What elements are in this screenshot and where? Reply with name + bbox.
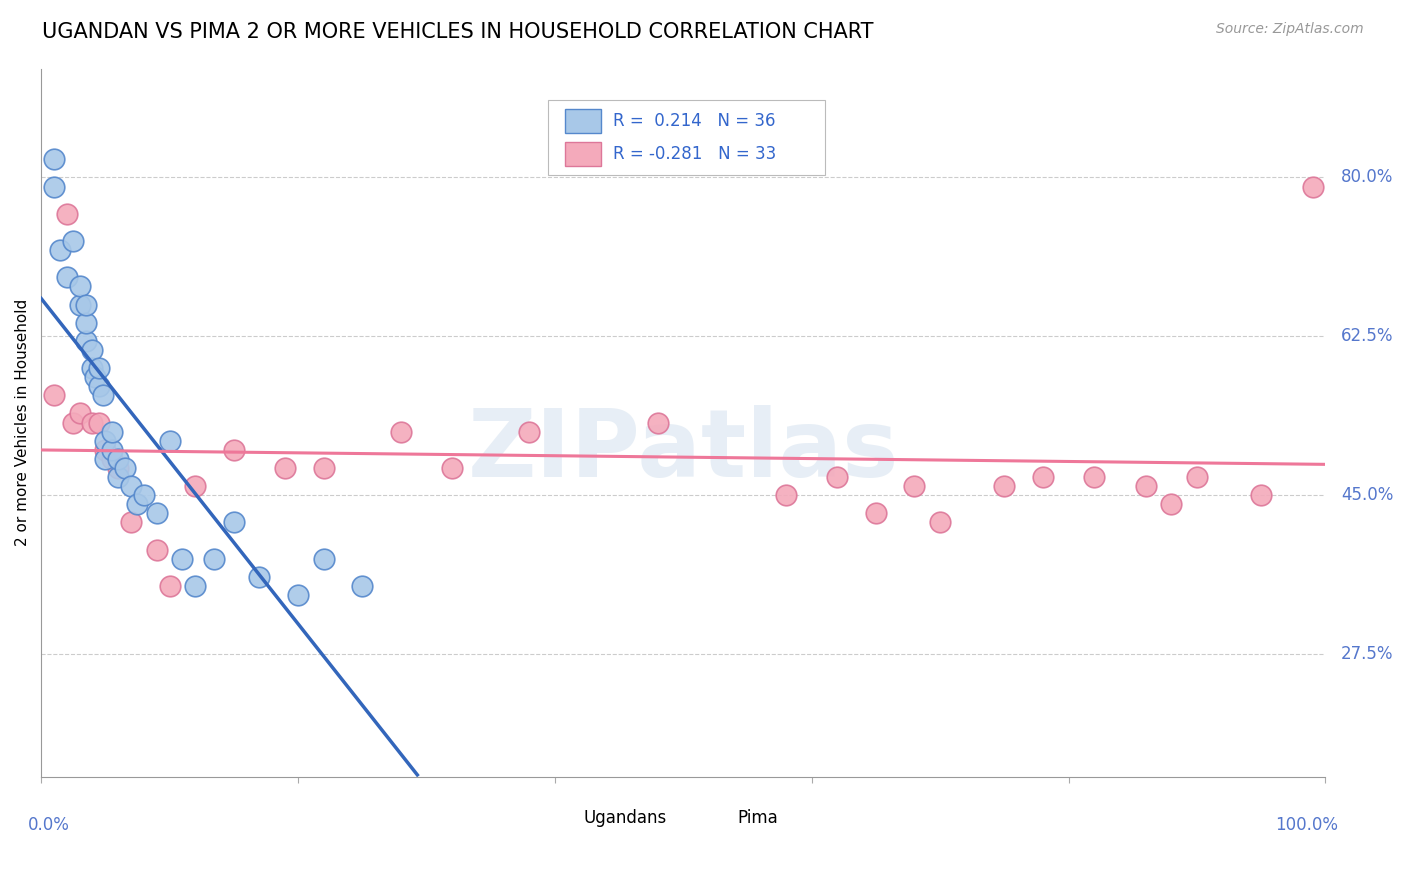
Point: [49, 243, 72, 257]
Text: 62.5%: 62.5%: [1341, 327, 1393, 345]
Text: Source: ZipAtlas.com: Source: ZipAtlas.com: [1216, 22, 1364, 37]
Point: [249, 570, 271, 584]
Point: [69, 279, 91, 293]
Point: [94, 451, 117, 466]
Point: [274, 461, 297, 475]
Point: [56, 207, 79, 221]
FancyBboxPatch shape: [548, 101, 824, 175]
Text: R = -0.281   N = 33: R = -0.281 N = 33: [613, 145, 776, 163]
Text: Pima: Pima: [737, 809, 778, 828]
Point: [94, 434, 117, 448]
Point: [107, 461, 129, 475]
Text: R =  0.214   N = 36: R = 0.214 N = 36: [613, 112, 775, 129]
Point: [82, 416, 104, 430]
Point: [127, 497, 149, 511]
Point: [82, 343, 104, 357]
Point: [647, 416, 669, 430]
Point: [517, 425, 540, 439]
Point: [56, 270, 79, 285]
Point: [100, 442, 122, 457]
FancyBboxPatch shape: [541, 807, 571, 830]
Point: [120, 479, 142, 493]
Text: 100.0%: 100.0%: [1275, 815, 1339, 833]
Point: [114, 461, 136, 475]
Point: [91, 388, 114, 402]
Text: ZIPatlas: ZIPatlas: [468, 405, 898, 497]
Point: [775, 488, 797, 502]
Text: 27.5%: 27.5%: [1341, 645, 1393, 663]
Point: [159, 579, 181, 593]
Point: [1135, 479, 1157, 493]
Point: [87, 416, 110, 430]
Point: [389, 425, 412, 439]
Point: [929, 516, 952, 530]
Point: [1083, 470, 1105, 484]
Point: [84, 370, 107, 384]
Point: [120, 516, 142, 530]
Text: UGANDAN VS PIMA 2 OR MORE VEHICLES IN HOUSEHOLD CORRELATION CHART: UGANDAN VS PIMA 2 OR MORE VEHICLES IN HO…: [42, 22, 873, 42]
Text: 0.0%: 0.0%: [28, 815, 70, 833]
Point: [62, 416, 84, 430]
Point: [75, 297, 97, 311]
Point: [107, 451, 129, 466]
Point: [903, 479, 925, 493]
Text: 80.0%: 80.0%: [1341, 169, 1393, 186]
Y-axis label: 2 or more Vehicles in Household: 2 or more Vehicles in Household: [15, 299, 30, 546]
Point: [69, 297, 91, 311]
Point: [204, 551, 226, 566]
Point: [159, 434, 181, 448]
Point: [107, 470, 129, 484]
FancyBboxPatch shape: [565, 109, 602, 133]
Point: [75, 334, 97, 348]
Point: [1032, 470, 1054, 484]
Point: [1185, 470, 1208, 484]
Point: [42, 388, 65, 402]
Point: [145, 542, 167, 557]
Point: [145, 507, 167, 521]
Point: [132, 488, 155, 502]
Point: [100, 451, 122, 466]
Point: [1250, 488, 1272, 502]
Point: [1160, 497, 1182, 511]
Point: [69, 407, 91, 421]
Point: [42, 179, 65, 194]
Point: [312, 551, 335, 566]
Point: [184, 479, 207, 493]
Point: [94, 442, 117, 457]
Text: Ugandans: Ugandans: [583, 809, 666, 828]
Point: [42, 153, 65, 167]
Point: [172, 551, 194, 566]
Point: [993, 479, 1015, 493]
Point: [184, 579, 207, 593]
Point: [87, 361, 110, 376]
FancyBboxPatch shape: [696, 807, 724, 830]
Point: [82, 361, 104, 376]
Point: [75, 316, 97, 330]
FancyBboxPatch shape: [565, 143, 602, 167]
Point: [100, 425, 122, 439]
Point: [287, 588, 309, 602]
Point: [87, 379, 110, 393]
Point: [62, 234, 84, 248]
Point: [222, 442, 245, 457]
Point: [827, 470, 849, 484]
Point: [441, 461, 464, 475]
Point: [222, 516, 245, 530]
Text: 45.0%: 45.0%: [1341, 486, 1393, 504]
Point: [865, 507, 887, 521]
Point: [312, 461, 335, 475]
Point: [352, 579, 374, 593]
Point: [1302, 179, 1324, 194]
